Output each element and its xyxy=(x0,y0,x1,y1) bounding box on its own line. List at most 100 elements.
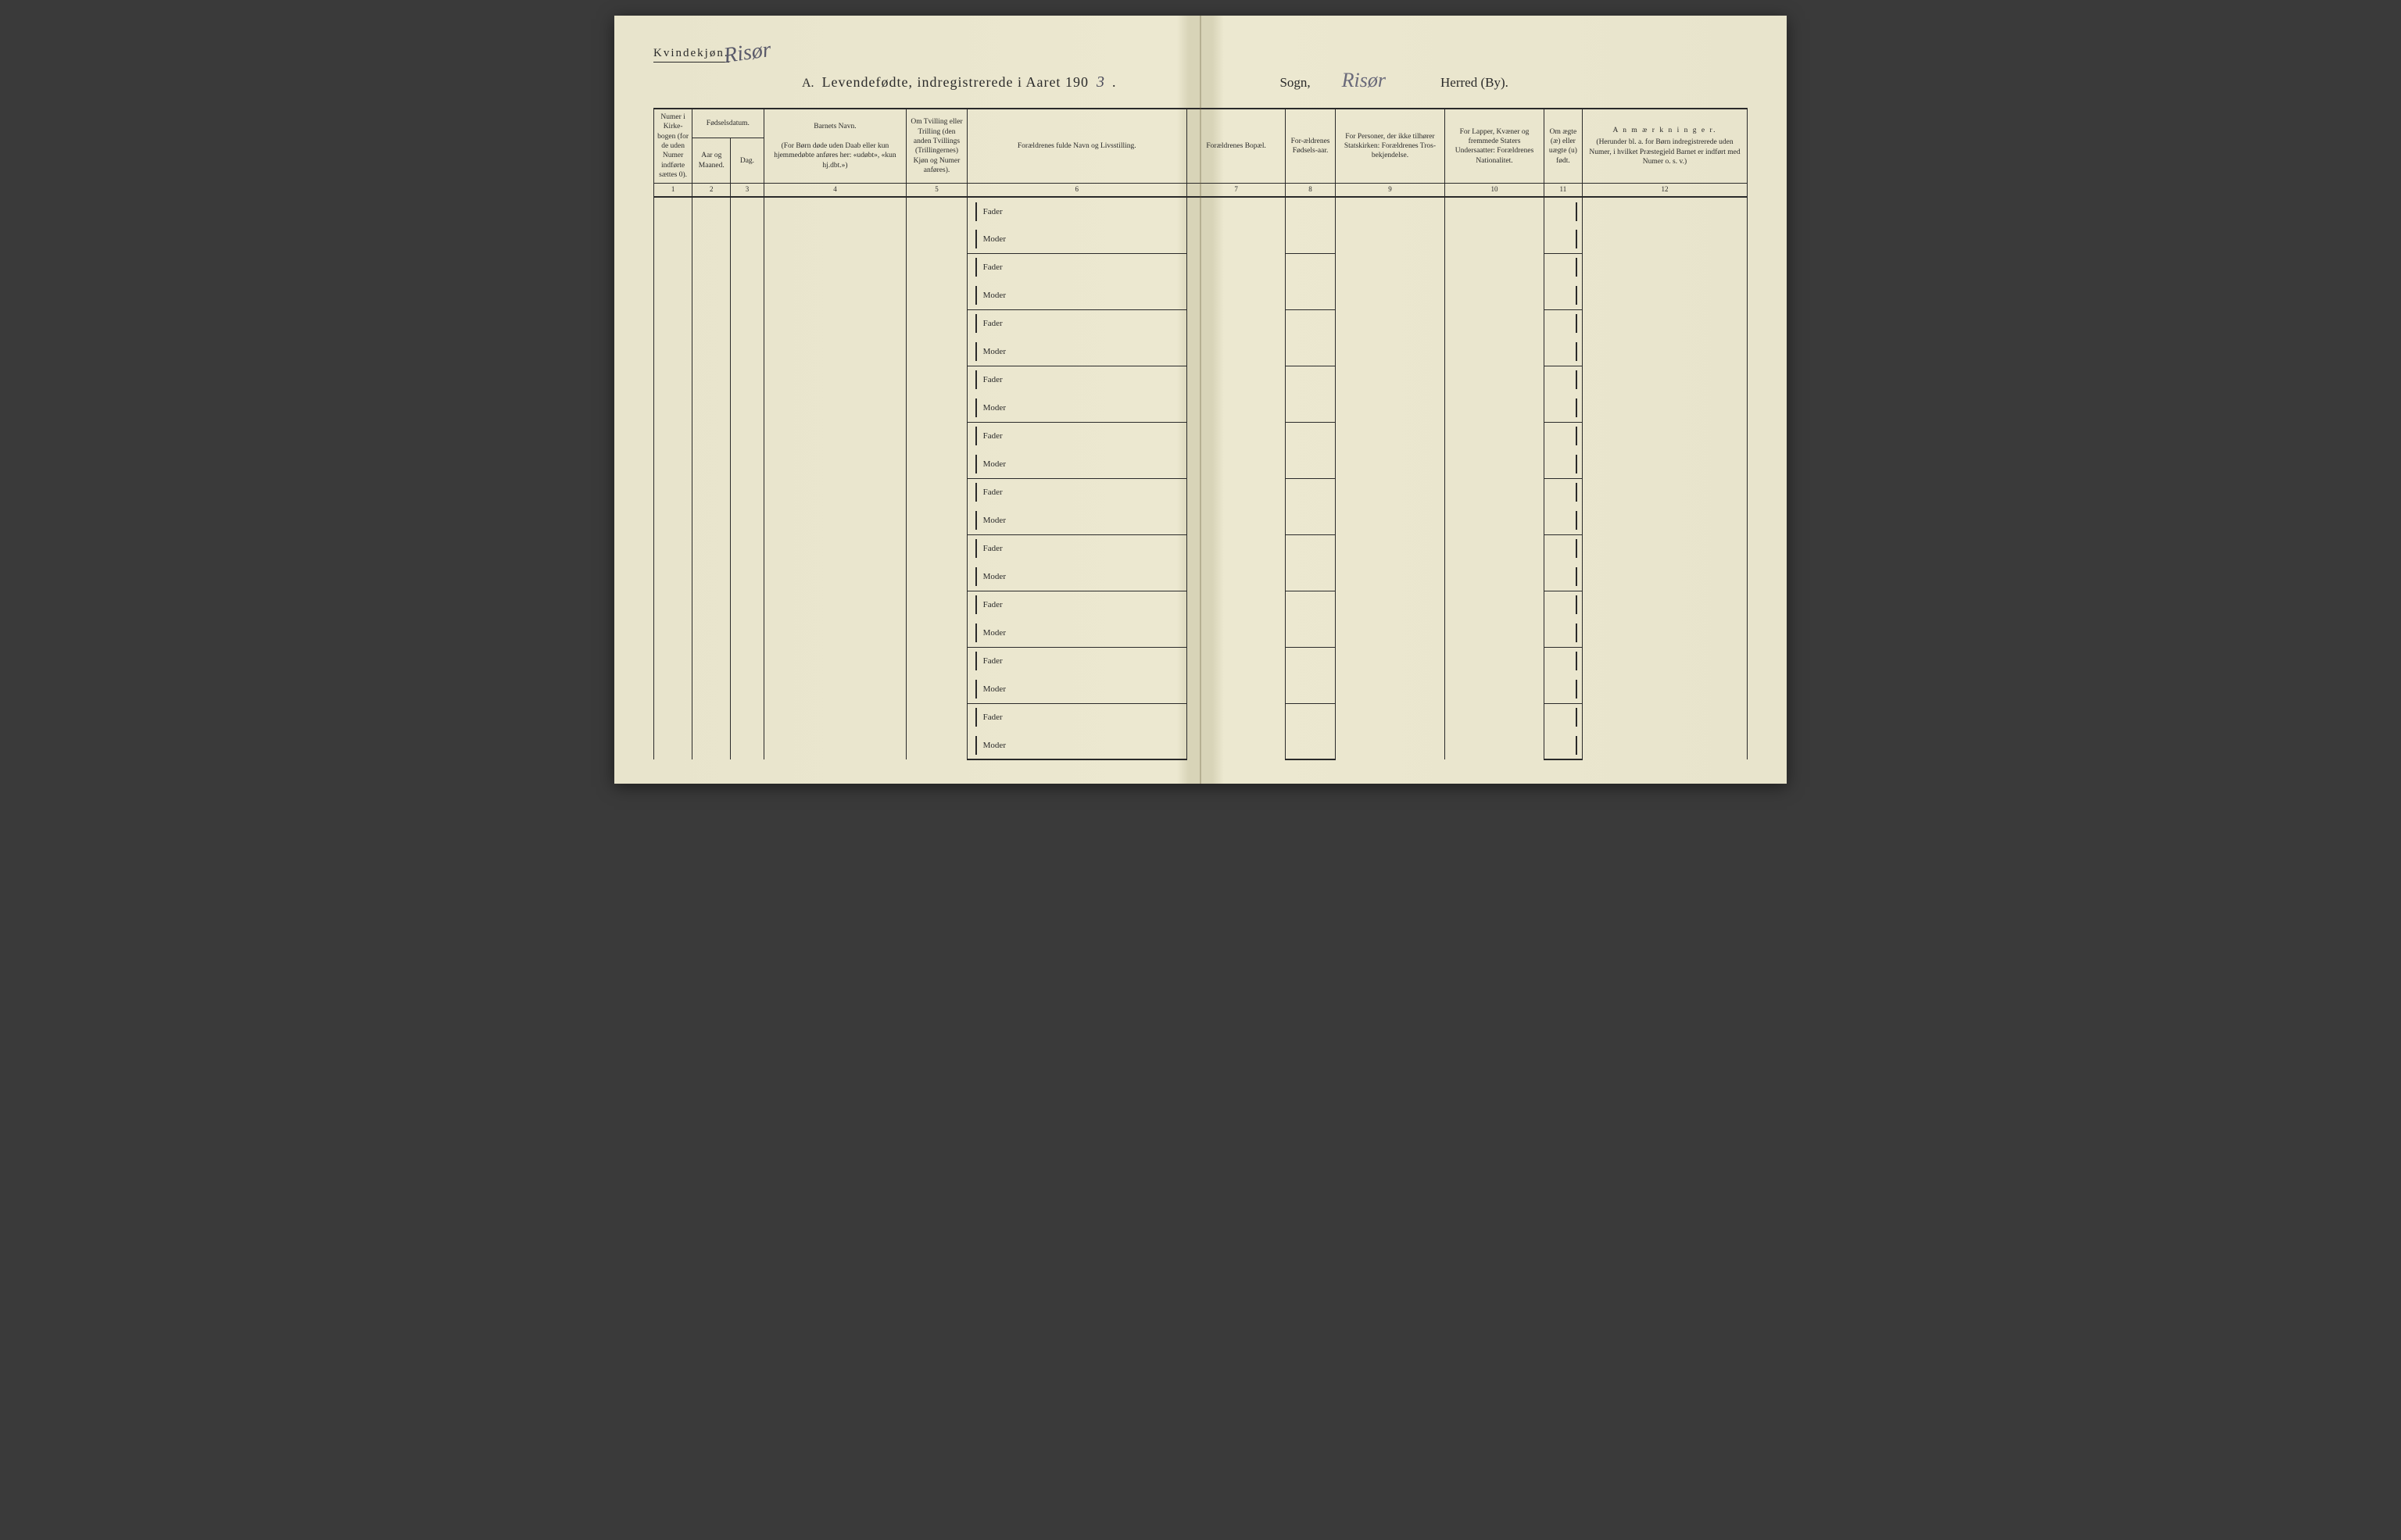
cell xyxy=(1544,225,1582,253)
moder-label: Moder xyxy=(975,511,1006,530)
cell: Fader xyxy=(967,253,1186,281)
col11-bracket xyxy=(1569,370,1577,389)
cell xyxy=(1335,591,1445,647)
cell xyxy=(1544,338,1582,366)
cell xyxy=(1445,309,1544,366)
cell: Moder xyxy=(967,563,1186,591)
cell xyxy=(1544,731,1582,759)
cell xyxy=(1335,422,1445,478)
cell xyxy=(692,478,731,534)
colnum-1: 1 xyxy=(654,184,692,197)
cell xyxy=(1286,197,1335,225)
cell xyxy=(1286,281,1335,309)
cell xyxy=(1286,422,1335,450)
cell: Moder xyxy=(967,675,1186,703)
column-number-row: 1 2 3 4 5 6 7 8 9 10 11 12 xyxy=(654,184,1748,197)
cell xyxy=(1544,366,1582,394)
cell xyxy=(907,703,967,759)
colnum-9: 9 xyxy=(1335,184,1445,197)
cell xyxy=(1445,703,1544,759)
col-header-5: Om Tvilling eller Trilling (den anden Tv… xyxy=(907,109,967,184)
cell xyxy=(1186,591,1286,647)
cell xyxy=(654,197,692,253)
gender-label: Kvindekjøn. xyxy=(653,47,729,63)
cell xyxy=(907,591,967,647)
cell xyxy=(1335,309,1445,366)
cell xyxy=(731,591,764,647)
col11-bracket xyxy=(1569,624,1577,642)
cell xyxy=(731,422,764,478)
fader-label: Fader xyxy=(975,483,1003,502)
cell xyxy=(764,253,907,309)
col11-bracket xyxy=(1569,398,1577,417)
cell xyxy=(731,197,764,253)
cell xyxy=(1544,450,1582,478)
cell xyxy=(1582,422,1747,478)
title-year-handwritten: 3 xyxy=(1097,73,1104,91)
entry-row-fader: Fader xyxy=(654,253,1748,281)
cell xyxy=(654,366,692,422)
col11-bracket xyxy=(1569,258,1577,277)
cell xyxy=(1582,591,1747,647)
cell xyxy=(1186,253,1286,309)
handwritten-location-top: Risør xyxy=(722,38,773,69)
cell xyxy=(1445,534,1544,591)
colnum-4: 4 xyxy=(764,184,907,197)
cell xyxy=(907,478,967,534)
cell xyxy=(1445,478,1544,534)
colnum-2: 2 xyxy=(692,184,731,197)
col-header-4: Barnets Navn. (For Børn døde uden Daab e… xyxy=(764,109,907,184)
cell: Moder xyxy=(967,731,1186,759)
cell: Moder xyxy=(967,619,1186,647)
cell xyxy=(654,422,692,478)
col11-bracket xyxy=(1569,202,1577,221)
cell xyxy=(907,422,967,478)
colnum-11: 11 xyxy=(1544,184,1582,197)
fader-label: Fader xyxy=(975,314,1003,333)
cell xyxy=(907,253,967,309)
cell xyxy=(654,647,692,703)
cell xyxy=(692,197,731,253)
cell: Fader xyxy=(967,422,1186,450)
cell: Fader xyxy=(967,309,1186,338)
cell xyxy=(731,647,764,703)
cell xyxy=(1186,478,1286,534)
entry-row-fader: Fader xyxy=(654,478,1748,506)
cell xyxy=(1286,366,1335,394)
cell xyxy=(1286,253,1335,281)
col-header-11: Om ægte (æ) eller uægte (u) født. xyxy=(1544,109,1582,184)
cell xyxy=(1582,309,1747,366)
colnum-5: 5 xyxy=(907,184,967,197)
colnum-8: 8 xyxy=(1286,184,1335,197)
cell xyxy=(1445,591,1544,647)
moder-label: Moder xyxy=(975,230,1006,248)
moder-label: Moder xyxy=(975,286,1006,305)
cell xyxy=(654,534,692,591)
cell xyxy=(1445,366,1544,422)
cell xyxy=(1186,534,1286,591)
cell xyxy=(1582,366,1747,422)
cell xyxy=(1186,422,1286,478)
cell xyxy=(692,253,731,309)
cell xyxy=(1286,450,1335,478)
fader-label: Fader xyxy=(975,370,1003,389)
moder-label: Moder xyxy=(975,736,1006,755)
cell xyxy=(1286,394,1335,422)
cell xyxy=(1286,591,1335,619)
cell xyxy=(654,309,692,366)
col11-bracket xyxy=(1569,427,1577,445)
cell xyxy=(907,647,967,703)
cell xyxy=(907,309,967,366)
cell xyxy=(1335,647,1445,703)
cell: Fader xyxy=(967,647,1186,675)
col11-bracket xyxy=(1569,511,1577,530)
cell xyxy=(692,591,731,647)
entry-row-fader: Fader xyxy=(654,703,1748,731)
cell xyxy=(1286,647,1335,675)
cell xyxy=(654,703,692,759)
cell: Moder xyxy=(967,281,1186,309)
fader-label: Fader xyxy=(975,202,1003,221)
sogn-label: Sogn, xyxy=(1279,75,1310,91)
col11-bracket xyxy=(1569,286,1577,305)
col-header-10: For Lapper, Kvæner og fremmede Staters U… xyxy=(1445,109,1544,184)
